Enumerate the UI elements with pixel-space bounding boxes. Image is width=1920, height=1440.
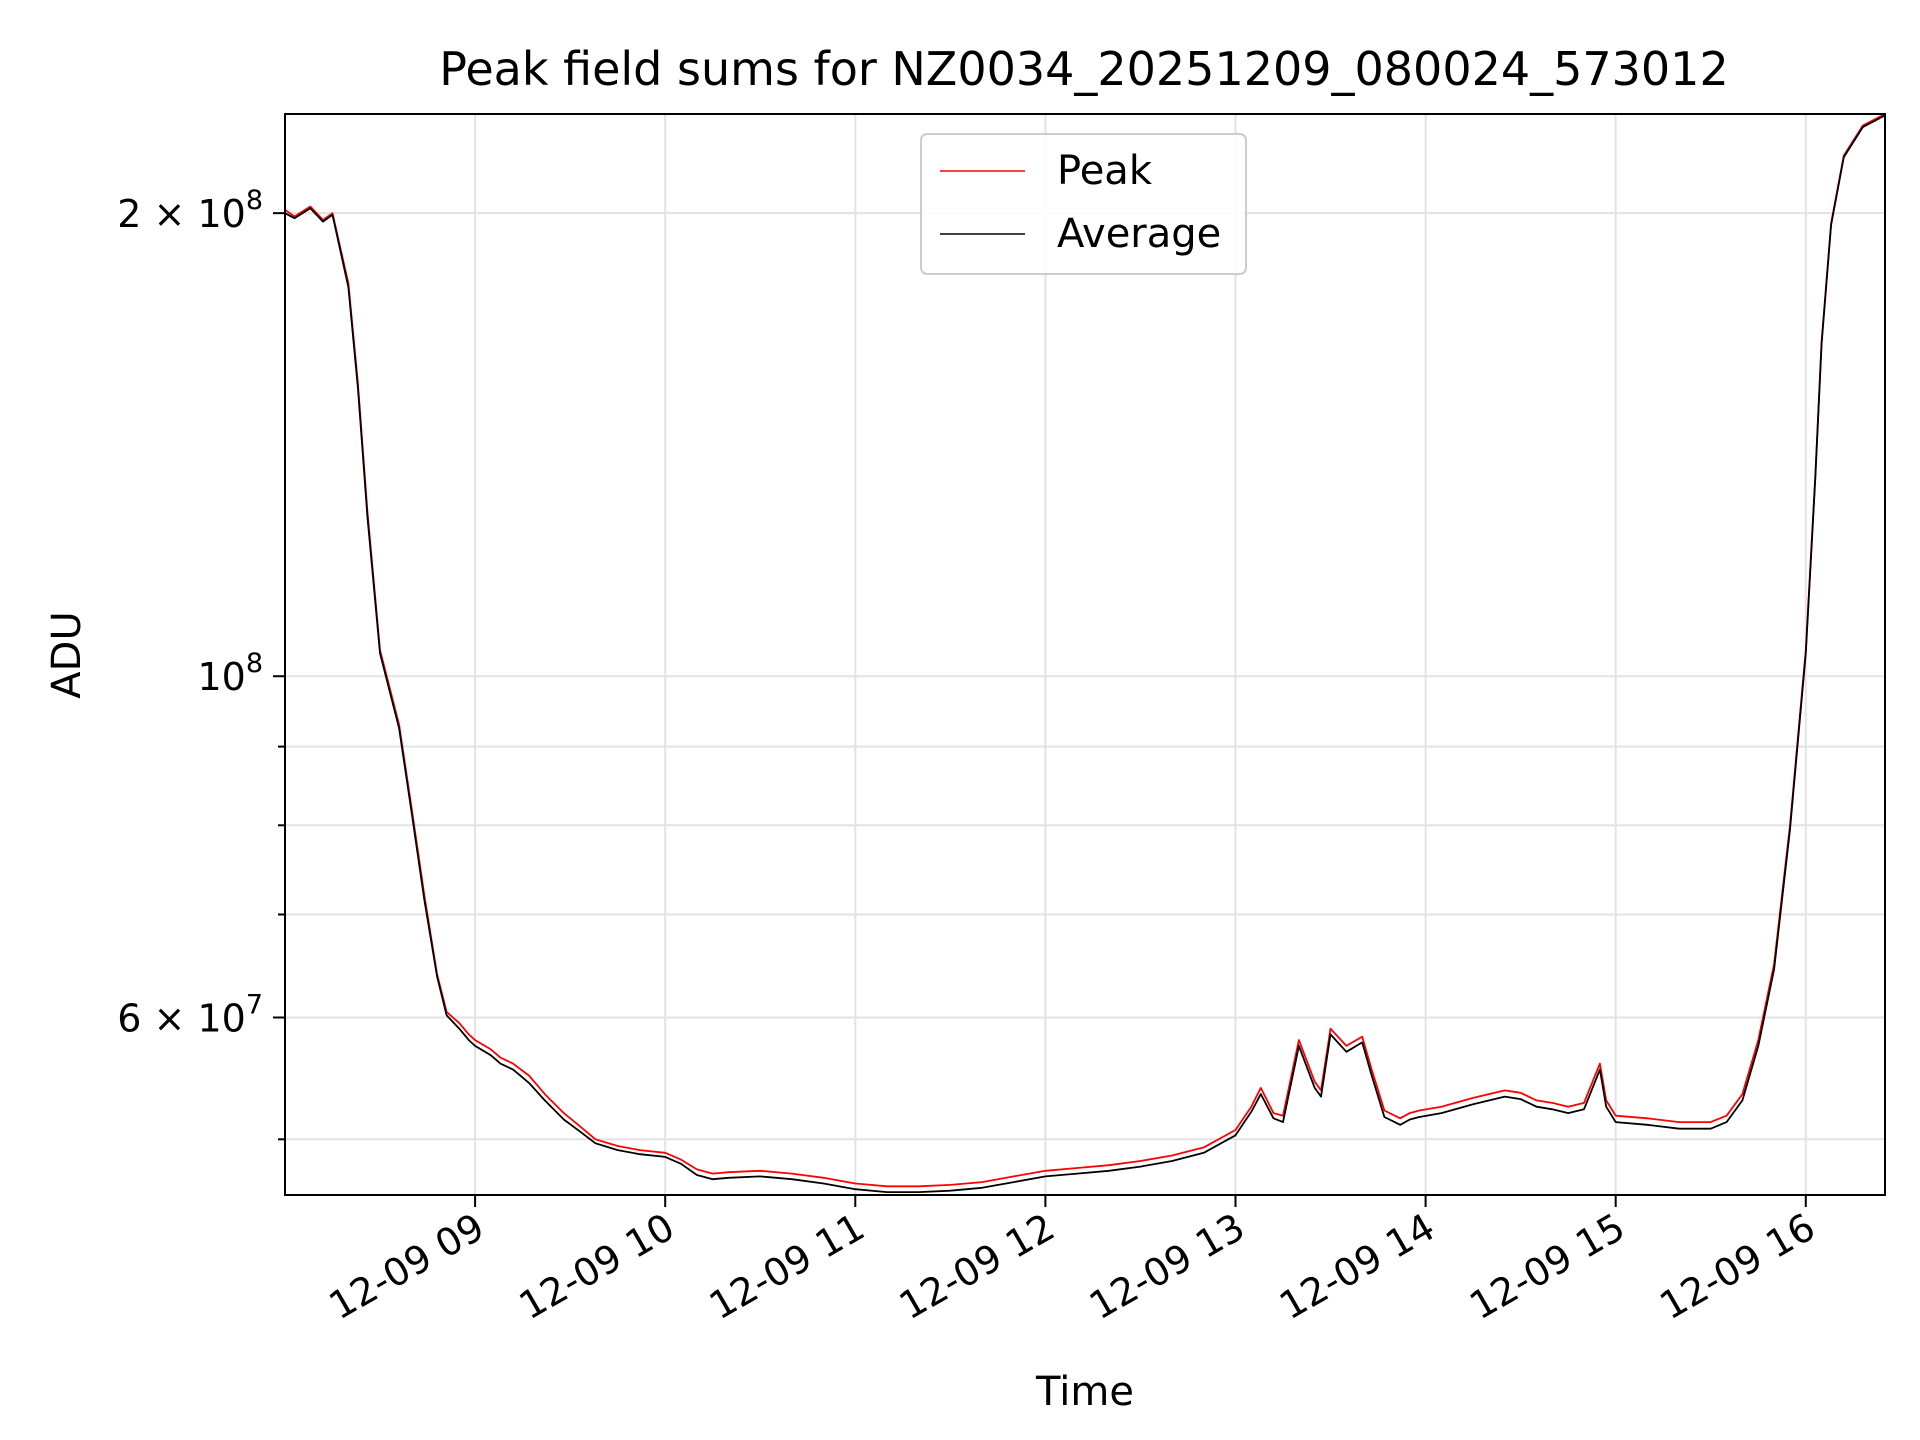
y-tick-label: 2 × 108 <box>117 185 263 236</box>
y-tick-label: 6 × 107 <box>117 989 263 1040</box>
y-axis-label: ADU <box>44 611 90 698</box>
series-line-average <box>285 114 1885 1193</box>
legend-label-average: Average <box>1057 211 1221 257</box>
plot-frame <box>284 113 1886 1196</box>
series-line-peak <box>285 114 1885 1188</box>
x-axis-label: Time <box>1035 1369 1134 1415</box>
series-layer <box>285 114 1885 1193</box>
legend: Peak Average <box>920 133 1247 275</box>
chart-title: Peak field sums for NZ0034_20251209_0800… <box>439 42 1728 96</box>
legend-box <box>920 133 1247 275</box>
legend-label-peak: Peak <box>1057 148 1153 194</box>
y-tick-label: 108 <box>197 648 263 699</box>
